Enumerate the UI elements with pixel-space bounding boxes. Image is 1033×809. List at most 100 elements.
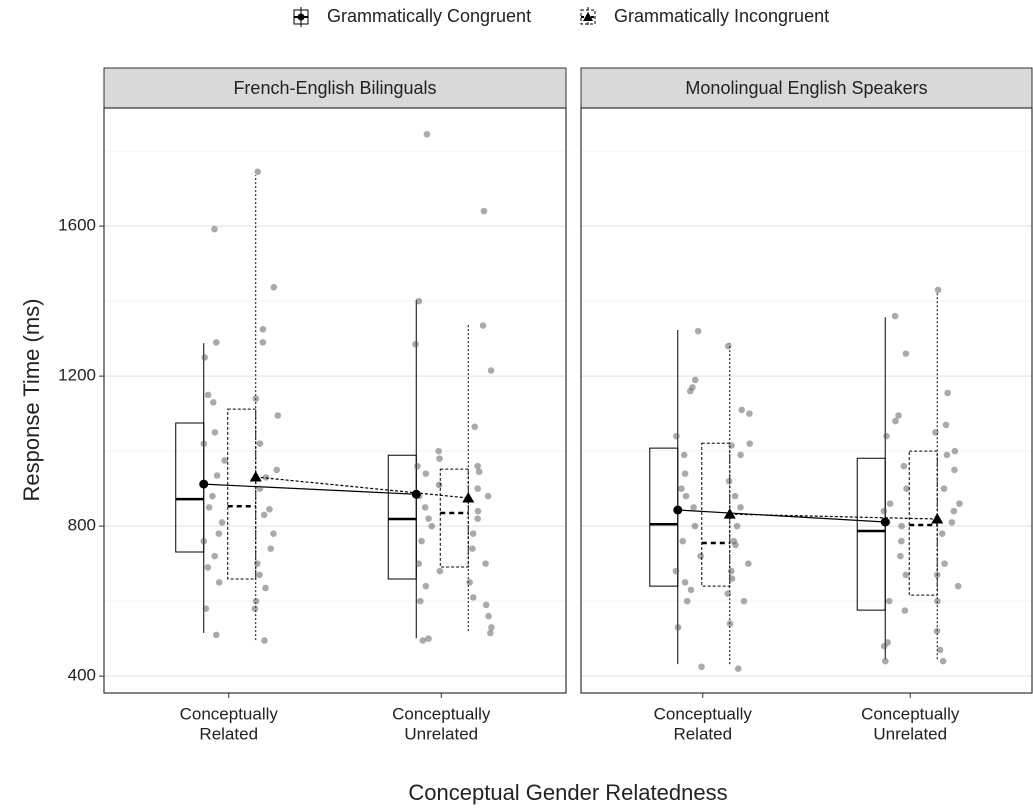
data-point	[254, 168, 262, 176]
data-point	[902, 350, 910, 357]
data-point	[259, 339, 267, 346]
mean-marker	[462, 492, 475, 503]
data-point	[681, 470, 689, 477]
data-point	[262, 474, 270, 481]
data-point	[202, 605, 210, 612]
data-point	[738, 406, 746, 414]
data-point	[698, 663, 705, 671]
data-point	[422, 582, 430, 590]
panel-border	[103, 107, 567, 694]
data-point	[204, 564, 212, 571]
data-point	[415, 560, 422, 567]
data-point	[274, 412, 282, 419]
data-point	[933, 571, 941, 579]
box	[439, 468, 469, 568]
box	[227, 408, 257, 580]
data-point	[673, 432, 680, 440]
data-point	[215, 530, 223, 537]
data-point	[682, 492, 690, 500]
data-point	[895, 412, 902, 419]
data-point	[435, 447, 442, 455]
data-point	[897, 552, 904, 560]
data-point	[672, 567, 680, 575]
mean-line	[677, 509, 886, 523]
data-point	[883, 432, 890, 440]
data-point	[259, 325, 267, 333]
data-point	[880, 507, 888, 515]
data-point	[428, 522, 436, 530]
mean-marker	[931, 513, 944, 524]
data-point	[734, 665, 742, 672]
data-point	[938, 530, 946, 537]
mean-marker	[880, 517, 890, 527]
legend-label: Grammatically Congruent	[327, 6, 531, 26]
mean-marker	[199, 479, 209, 489]
data-point	[687, 586, 695, 594]
y-tick-label: 400	[68, 666, 96, 685]
x-axis-title: Conceptual Gender Relatedness	[408, 780, 727, 805]
data-point	[932, 429, 939, 436]
data-point	[251, 605, 259, 612]
data-point	[740, 597, 748, 605]
data-point	[270, 283, 278, 291]
data-point	[205, 504, 213, 511]
data-point	[422, 470, 430, 477]
data-point	[201, 354, 209, 361]
x-tick-label: Related	[199, 724, 258, 743]
data-point	[436, 567, 444, 575]
y-tick-label: 800	[68, 516, 96, 535]
mean-marker	[723, 508, 736, 519]
data-point	[679, 537, 687, 545]
data-point	[691, 522, 699, 530]
data-point	[482, 560, 489, 567]
data-point	[725, 342, 732, 350]
data-point	[694, 327, 702, 335]
data-point	[261, 637, 268, 644]
data-point	[260, 511, 268, 519]
data-point	[474, 515, 481, 522]
data-point	[488, 624, 495, 631]
data-point	[266, 505, 273, 513]
data-point	[678, 485, 685, 492]
data-point	[252, 395, 260, 402]
data-point	[956, 500, 963, 507]
data-point	[940, 485, 948, 492]
data-point	[469, 530, 477, 537]
data-point	[936, 646, 944, 654]
data-point	[903, 485, 910, 492]
data-point	[944, 389, 951, 397]
data-point	[475, 468, 483, 476]
data-point	[697, 552, 704, 560]
box	[701, 442, 731, 587]
data-point	[256, 571, 263, 579]
data-point	[480, 207, 488, 215]
data-point	[209, 399, 217, 406]
data-point	[204, 391, 212, 399]
data-point	[674, 624, 682, 631]
data-point	[252, 597, 260, 605]
data-point	[950, 507, 958, 515]
data-point	[267, 545, 275, 552]
data-point	[745, 560, 752, 567]
data-point	[487, 367, 495, 374]
data-point	[211, 552, 219, 560]
data-point	[934, 597, 941, 605]
data-point	[728, 442, 735, 449]
data-point	[423, 130, 431, 138]
strip-title: French-English Bilinguals	[233, 78, 436, 98]
y-tick-label: 1200	[58, 366, 96, 385]
panel-background	[104, 108, 566, 693]
data-point	[253, 560, 261, 567]
data-point	[939, 657, 947, 665]
panel-background	[581, 108, 1032, 693]
x-tick-label: Conceptually	[861, 704, 960, 723]
data-point	[435, 481, 443, 489]
data-point	[209, 492, 216, 500]
data-point	[211, 429, 219, 436]
data-point	[421, 504, 429, 511]
data-point	[882, 657, 889, 665]
data-point	[901, 607, 909, 614]
data-point	[892, 417, 899, 425]
